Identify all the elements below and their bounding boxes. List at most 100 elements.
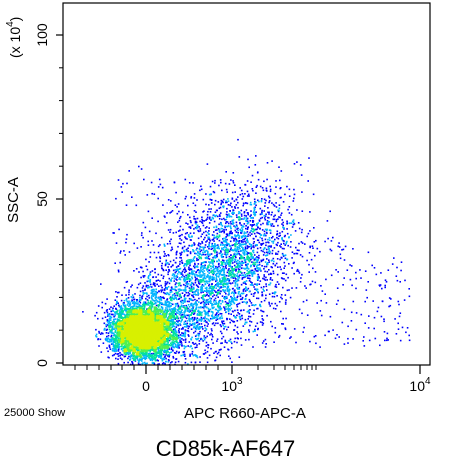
event-dot <box>246 277 249 279</box>
event-dot <box>270 273 273 275</box>
event-dot <box>97 338 99 341</box>
event-dot <box>256 261 258 263</box>
event-dot <box>170 211 173 213</box>
event-dot <box>324 334 326 337</box>
event-dot <box>211 283 213 285</box>
event-dot <box>198 297 200 300</box>
event-dot <box>211 216 214 219</box>
event-dot <box>131 196 133 198</box>
event-dot <box>272 257 275 260</box>
event-dot <box>298 242 300 245</box>
event-dot <box>383 318 385 320</box>
event-dot <box>211 265 214 268</box>
event-dot <box>248 271 251 274</box>
event-dot <box>217 296 219 298</box>
event-dot <box>259 321 262 323</box>
event-dot <box>248 298 251 301</box>
event-dot <box>231 206 233 208</box>
event-dot <box>94 314 96 317</box>
event-dot <box>167 271 170 273</box>
event-dot <box>249 309 251 311</box>
event-dot <box>211 279 214 281</box>
event-dot <box>240 344 243 346</box>
event-dot <box>231 219 233 222</box>
event-dot <box>177 304 180 307</box>
event-dot <box>266 162 269 164</box>
event-dot <box>167 325 169 328</box>
event-dot <box>239 254 241 256</box>
event-dot <box>258 261 261 264</box>
event-dot <box>338 336 340 338</box>
event-dot <box>147 280 150 282</box>
event-dot <box>267 216 269 219</box>
event-dot <box>184 334 186 336</box>
event-dot <box>171 264 174 267</box>
event-dot <box>235 278 237 280</box>
event-dot <box>169 297 171 300</box>
event-dot <box>150 355 153 357</box>
event-dot <box>201 286 203 289</box>
event-dot <box>173 322 175 325</box>
event-dot <box>172 259 175 262</box>
event-dot <box>260 270 262 272</box>
event-dot <box>179 237 181 240</box>
event-dot <box>107 340 109 343</box>
event-dot <box>277 210 280 213</box>
event-dot <box>301 242 304 244</box>
event-dot <box>250 252 253 255</box>
event-dot <box>221 342 223 344</box>
event-dot <box>243 301 245 303</box>
event-dot <box>262 242 265 245</box>
event-dot <box>258 233 261 235</box>
event-dot <box>263 274 265 276</box>
event-dot <box>293 163 296 165</box>
event-dot <box>234 207 237 209</box>
event-dot <box>202 253 205 256</box>
event-dot <box>212 342 214 344</box>
event-dot <box>210 193 212 195</box>
event-dot <box>339 253 342 256</box>
event-dot <box>295 246 297 249</box>
event-dot <box>258 283 261 285</box>
event-dot <box>247 233 250 236</box>
event-dot <box>105 325 108 328</box>
event-dot <box>239 243 241 245</box>
event-dot <box>271 266 273 269</box>
event-dot <box>385 281 388 283</box>
event-dot <box>231 266 233 268</box>
event-dot <box>158 308 161 311</box>
event-dot <box>129 359 131 361</box>
event-dot <box>220 270 222 272</box>
event-dot <box>223 322 226 325</box>
event-dot <box>121 354 124 356</box>
event-dot <box>197 286 200 288</box>
event-dot <box>154 357 157 359</box>
event-dot <box>236 216 238 218</box>
event-dot <box>248 277 250 280</box>
event-dot <box>157 346 159 349</box>
event-dot <box>204 330 206 332</box>
event-dot <box>108 341 111 343</box>
event-dot <box>157 273 160 276</box>
event-dot <box>208 272 211 274</box>
event-dot <box>256 267 258 270</box>
event-dot <box>196 344 198 346</box>
event-dot <box>286 258 288 261</box>
event-dot <box>202 353 205 355</box>
event-dot <box>206 267 208 270</box>
event-dot <box>111 326 114 329</box>
event-dot <box>186 248 188 251</box>
event-dot <box>155 296 157 298</box>
event-dot <box>264 270 266 273</box>
event-dot <box>228 270 230 273</box>
event-dot <box>182 211 184 214</box>
event-dot <box>179 289 182 292</box>
event-dot <box>242 243 245 246</box>
event-dot <box>237 196 239 198</box>
event-dot <box>107 337 110 339</box>
event-dot <box>225 279 228 281</box>
event-dot <box>106 309 108 311</box>
event-dot <box>200 249 203 252</box>
event-dot <box>155 302 157 304</box>
event-dot <box>173 314 175 317</box>
